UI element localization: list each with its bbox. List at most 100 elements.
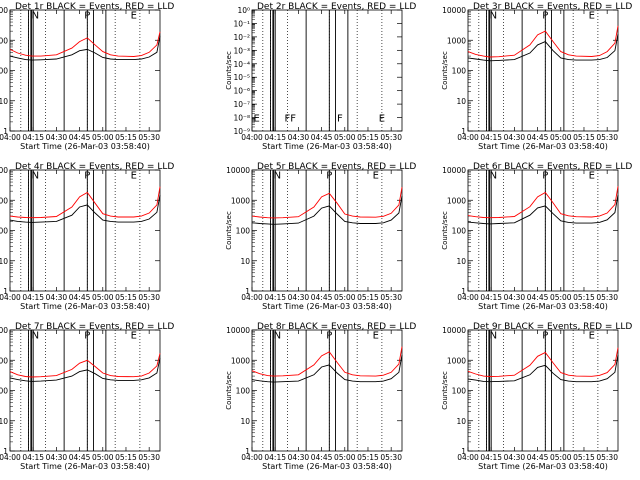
y-tick-label: 1 <box>461 287 466 296</box>
x-tick-label: 04:30 <box>504 453 526 462</box>
annotation-letter: N <box>274 330 281 341</box>
series-lld-line <box>251 346 403 377</box>
annotation-letter: P <box>84 330 90 341</box>
x-tick-label: 04:00 <box>241 453 263 462</box>
x-tick-label: 04:00 <box>457 453 479 462</box>
x-tick-label: 04:45 <box>527 293 549 302</box>
y-tick-label: 10⁻⁸ <box>233 114 250 123</box>
y-tick-label: 10000 <box>442 6 466 15</box>
series-events-line <box>251 195 403 225</box>
y-axis-label: Counts/sec <box>441 51 449 90</box>
annotation-letter: E <box>373 330 379 341</box>
y-tick-label: 1000 <box>0 36 8 45</box>
y-tick-label: 10⁻⁹ <box>233 127 250 136</box>
y-tick-label: 10 <box>240 417 250 426</box>
y-tick-label: 10 <box>0 257 8 266</box>
x-axis-label: Start Time (26-Mar-03 03:58:40) <box>478 462 608 471</box>
y-tick-label: 100 <box>452 387 467 396</box>
x-tick-label: 05:30 <box>596 133 618 142</box>
series-lld-line <box>9 31 161 57</box>
series-lld-line <box>9 353 161 378</box>
y-tick-label: 10⁻⁴ <box>233 60 250 69</box>
y-tick-label: 1 <box>3 287 8 296</box>
annotation-letter: P <box>84 10 90 21</box>
x-tick-label: 05:00 <box>92 293 114 302</box>
series-events-line <box>251 354 403 383</box>
y-tick-label: 10 <box>456 97 466 106</box>
y-tick-label: 10000 <box>0 166 8 175</box>
x-tick-label: 05:15 <box>115 133 137 142</box>
x-tick-label: 05:30 <box>596 453 618 462</box>
series-lld-line <box>467 25 619 58</box>
annotation-letter: N <box>32 330 39 341</box>
plot-frame <box>9 9 161 132</box>
y-tick-label: 10000 <box>0 326 8 335</box>
x-tick-label: 05:15 <box>573 453 595 462</box>
x-tick-label: 05:30 <box>380 133 402 142</box>
annotation-letter: N <box>32 10 39 21</box>
x-tick-label: 05:00 <box>334 293 356 302</box>
y-axis-label: Counts/sec <box>441 371 449 410</box>
x-tick-label: 05:00 <box>92 453 114 462</box>
annotation-letter: E <box>131 170 137 181</box>
series-events-line <box>9 194 161 223</box>
y-tick-label: 1000 <box>447 36 466 45</box>
x-tick-label: 05:30 <box>138 453 160 462</box>
y-tick-label: 10000 <box>0 6 8 15</box>
annotation-letter: F <box>337 113 343 124</box>
series-events-line <box>467 354 619 383</box>
x-tick-label: 04:15 <box>264 293 286 302</box>
y-tick-label: 100 <box>452 67 467 76</box>
y-tick-label: 10⁻¹ <box>233 19 250 28</box>
x-tick-label: 04:30 <box>288 293 310 302</box>
x-tick-label: 05:15 <box>357 453 379 462</box>
y-tick-label: 1 <box>3 447 8 456</box>
x-tick-label: 04:15 <box>22 453 44 462</box>
y-tick-label: 10⁻⁶ <box>233 87 250 96</box>
plot-title: Det 1r BLACK = Events, RED = LLD <box>15 2 174 12</box>
x-tick-label: 05:30 <box>138 133 160 142</box>
x-tick-label: 05:15 <box>573 133 595 142</box>
x-tick-label: 04:30 <box>46 133 68 142</box>
x-tick-label: 04:45 <box>69 453 91 462</box>
x-tick-label: 05:30 <box>138 293 160 302</box>
x-tick-label: 04:30 <box>288 453 310 462</box>
x-axis-label: Start Time (26-Mar-03 03:58:40) <box>262 142 392 151</box>
annotation-letter: E <box>589 170 595 181</box>
x-tick-label: 04:15 <box>480 293 502 302</box>
x-tick-label: 04:00 <box>0 293 21 302</box>
x-tick-label: 05:15 <box>357 133 379 142</box>
annotation-letter: E <box>254 113 260 124</box>
x-tick-label: 04:15 <box>22 293 44 302</box>
annotation-letter: N <box>490 10 497 21</box>
x-tick-label: 04:30 <box>46 293 68 302</box>
y-tick-label: 100 <box>0 67 8 76</box>
y-axis-label: Counts/sec <box>441 211 449 250</box>
y-tick-label: 10⁻³ <box>233 46 250 55</box>
y-tick-label: 100 <box>452 227 467 236</box>
plot-title: Det 4r BLACK = Events, RED = LLD <box>15 162 174 172</box>
x-tick-label: 05:00 <box>334 453 356 462</box>
x-tick-label: 05:00 <box>92 133 114 142</box>
x-tick-label: 05:15 <box>357 293 379 302</box>
annotation-letter: N <box>490 170 497 181</box>
y-tick-label: 100 <box>236 227 251 236</box>
plot-frame <box>9 329 161 452</box>
x-tick-label: 04:00 <box>241 133 263 142</box>
series-lld-line <box>467 347 619 377</box>
x-tick-label: 04:15 <box>264 453 286 462</box>
y-tick-label: 1000 <box>231 356 250 365</box>
y-tick-label: 10 <box>456 417 466 426</box>
x-axis-label: Start Time (26-Mar-03 03:58:40) <box>262 462 392 471</box>
series-events-line <box>9 357 161 382</box>
x-tick-label: 05:00 <box>334 133 356 142</box>
y-axis-label: Counts/sec <box>225 211 233 250</box>
annotation-letter: P <box>326 330 332 341</box>
y-tick-label: 1000 <box>231 196 250 205</box>
y-tick-label: 1 <box>245 447 250 456</box>
annotation-letter: E <box>589 10 595 21</box>
annotation-letter: E <box>589 330 595 341</box>
plot-title: Det 2r BLACK = Events, RED = LLD <box>257 2 416 12</box>
x-tick-label: 05:30 <box>380 453 402 462</box>
